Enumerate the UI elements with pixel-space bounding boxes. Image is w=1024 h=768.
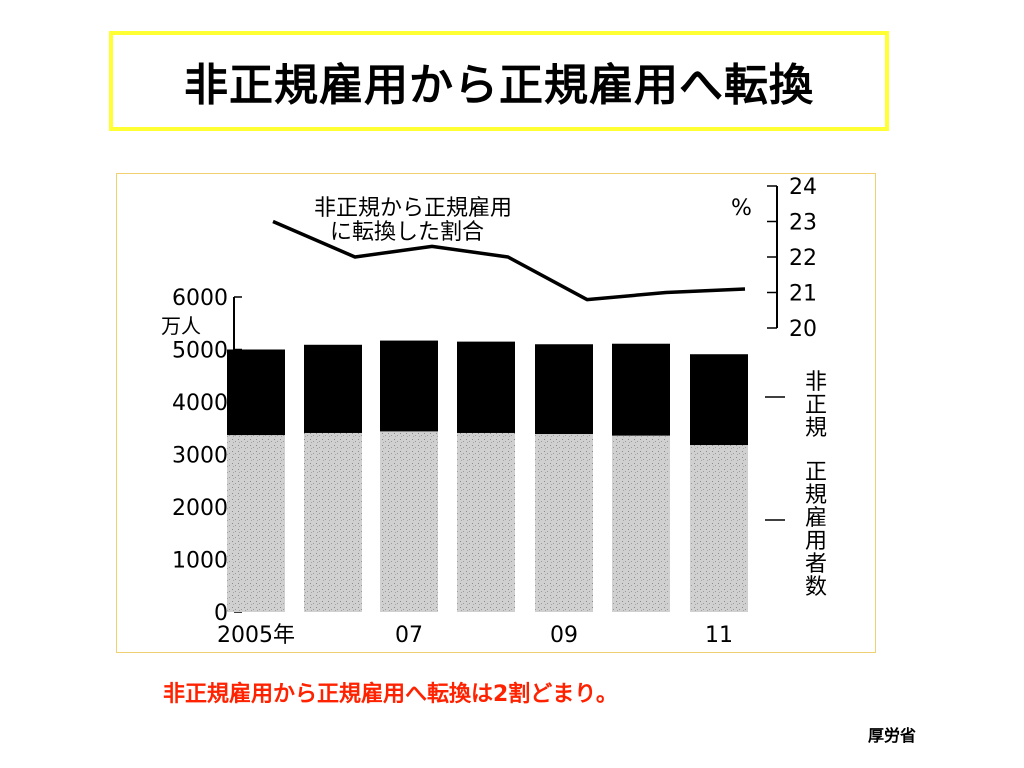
bar-nonregular bbox=[535, 344, 593, 435]
title-box: 非正規雇用から正規雇用へ転換 bbox=[109, 31, 889, 131]
x-tick-label: 09 bbox=[550, 623, 578, 648]
legend-regular-char-1: 正 bbox=[805, 460, 827, 485]
bar-nonregular bbox=[690, 354, 748, 446]
bars-layer bbox=[227, 340, 748, 612]
chart-svg: 0 1000 2000 3000 4000 5000 6000 2005年 07 09 11 20 21… bbox=[161, 175, 827, 648]
legend-regular-char-4: 用 bbox=[805, 529, 827, 554]
legend-regular: 正 規 雇 用 者 数 bbox=[805, 460, 827, 600]
line-layer bbox=[272, 219, 746, 302]
legend-regular-char-2: 規 bbox=[805, 483, 827, 508]
y-right-tick-label: 20 bbox=[789, 317, 817, 342]
source-label: 厚労省 bbox=[868, 726, 917, 745]
legend-nonregular-char-1: 非 bbox=[805, 370, 827, 395]
y-left-tick-label: 1000 bbox=[172, 549, 228, 574]
caption: 非正規雇用から正規雇用へ転換は2割どまり。 bbox=[163, 682, 618, 707]
line-label-1: 非正規から正規雇用 bbox=[314, 196, 512, 221]
bar-nonregular bbox=[227, 349, 285, 436]
bar-regular bbox=[535, 434, 593, 612]
bar-regular bbox=[227, 435, 285, 612]
percent-series-line bbox=[272, 219, 746, 302]
bar-regular bbox=[612, 435, 670, 612]
y-right-tick-label: 23 bbox=[789, 211, 817, 236]
bar-regular bbox=[690, 445, 748, 612]
y-left-tick-label: 3000 bbox=[172, 444, 228, 469]
y-left-tick-label: 4000 bbox=[172, 391, 228, 416]
bar-nonregular bbox=[380, 340, 438, 432]
y-left-unit-label: 万人 bbox=[161, 314, 201, 338]
bar-nonregular bbox=[612, 343, 670, 436]
bar-nonregular bbox=[304, 344, 362, 433]
bar-regular bbox=[457, 432, 515, 612]
line-label-2: に転換した割合 bbox=[330, 220, 484, 245]
y-left-tick-label: 5000 bbox=[172, 339, 228, 364]
y-left-tick-label: 0 bbox=[214, 601, 228, 626]
y-left-tick-label: 6000 bbox=[172, 286, 228, 311]
y-right-tick-label: 21 bbox=[789, 282, 817, 307]
bar-nonregular bbox=[457, 341, 515, 433]
chart-frame: 0 1000 2000 3000 4000 5000 6000 2005年 07 09 11 20 21… bbox=[116, 173, 876, 653]
x-tick-label: 2005年 bbox=[217, 623, 295, 648]
y-left-tick-label: 2000 bbox=[172, 496, 228, 521]
bar-regular bbox=[380, 431, 438, 612]
bar-regular bbox=[304, 432, 362, 612]
legend-regular-char-5: 者 bbox=[805, 552, 827, 577]
legend-regular-char-3: 雇 bbox=[805, 506, 827, 531]
legend-regular-char-6: 数 bbox=[805, 575, 827, 600]
y-right-tick-label: 24 bbox=[789, 175, 817, 200]
legend-nonregular: 非 正 規 bbox=[805, 370, 827, 441]
axes-layer: 0 1000 2000 3000 4000 5000 6000 2005年 07 09 11 20 21… bbox=[172, 175, 817, 648]
x-tick-label: 11 bbox=[705, 623, 733, 648]
page-title: 非正規雇用から正規雇用へ転換 bbox=[184, 60, 814, 111]
legend-nonregular-char-3: 規 bbox=[805, 416, 827, 441]
x-tick-label: 07 bbox=[395, 623, 423, 648]
legend-nonregular-char-2: 正 bbox=[805, 393, 827, 418]
y-right-tick-label: 22 bbox=[789, 246, 817, 271]
percent-unit-label: % bbox=[731, 196, 752, 221]
